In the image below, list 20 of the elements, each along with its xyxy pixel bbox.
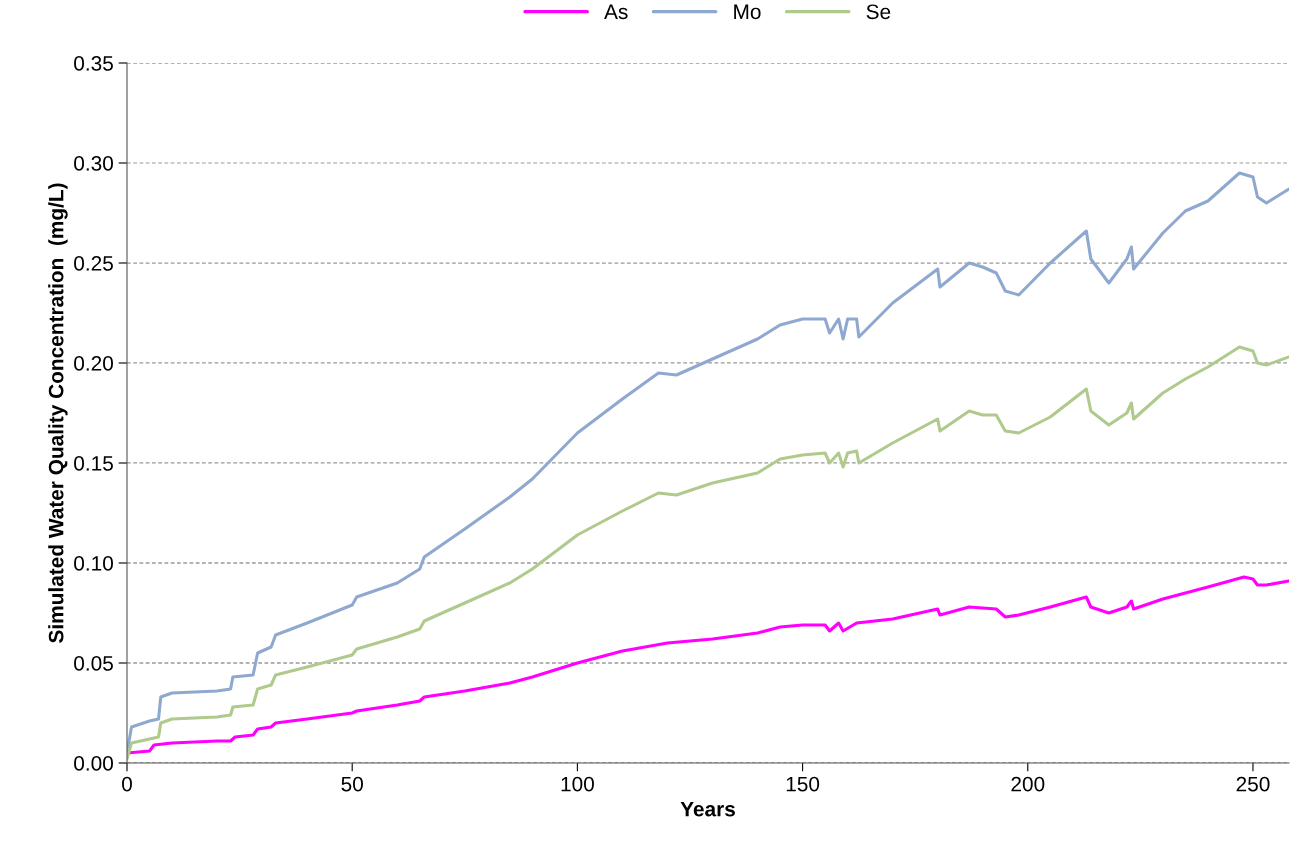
y-axis-title: Simulated Water Quality Concentration (mg/L) (48, 183, 68, 643)
legend-label: As (604, 4, 628, 20)
y-tick-label: 0.35 (74, 56, 113, 71)
line-series (127, 575, 1289, 755)
x-tick-label: 150 (786, 776, 820, 792)
y-tick-label: 0.00 (74, 756, 113, 771)
x-tick-label: 0 (122, 776, 132, 792)
y-tick-label: 0.25 (74, 256, 113, 271)
x-tick-label: 100 (561, 776, 594, 792)
x-tick-label: 50 (341, 776, 363, 792)
y-tick-label: 0.10 (74, 556, 113, 571)
y-tick-label: 0.20 (74, 356, 113, 371)
x-tick-label: 200 (1011, 776, 1045, 792)
legend-label: Se (866, 4, 891, 20)
y-tick-label: 0.30 (74, 156, 113, 171)
y-tick-label: 0.05 (74, 656, 113, 671)
x-tick-label: 250 (1236, 776, 1270, 792)
x-axis-title: Years (680, 801, 735, 817)
legend-label: Mo (734, 4, 761, 20)
y-tick-label: 0.15 (74, 456, 113, 471)
